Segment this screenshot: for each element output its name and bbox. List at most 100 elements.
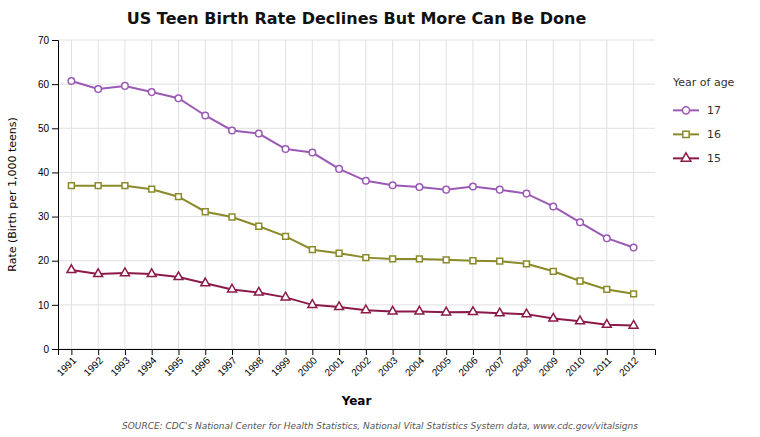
grid-line-x xyxy=(499,40,500,349)
y-axis: 010203040506070 xyxy=(38,35,59,355)
x-tick-mark xyxy=(232,349,233,355)
point xyxy=(67,265,76,273)
x-tick-label: 2004 xyxy=(403,354,427,378)
point xyxy=(229,214,235,220)
grid-line-y xyxy=(58,260,655,261)
x-tick-label: 2010 xyxy=(563,354,587,378)
point xyxy=(282,146,289,153)
y-tick-mark xyxy=(52,349,58,350)
point xyxy=(94,269,103,277)
x-tick-mark xyxy=(607,349,608,355)
point xyxy=(388,306,397,314)
grid-line-x xyxy=(258,40,259,349)
point xyxy=(176,194,182,200)
x-tick: 2012 xyxy=(617,349,641,378)
point xyxy=(201,278,210,286)
y-tick-label: 10 xyxy=(38,300,50,311)
grid-line-y xyxy=(58,216,655,217)
grid-line-y xyxy=(58,128,655,129)
point xyxy=(470,183,477,190)
plot: 1991199219931994199519961997199819992000… xyxy=(38,35,656,378)
point xyxy=(363,178,370,185)
x-tick: 2004 xyxy=(403,349,427,378)
grid-line-x xyxy=(71,40,72,349)
y-tick: 70 xyxy=(38,35,58,46)
x-tick: 2006 xyxy=(456,349,480,378)
y-tick: 60 xyxy=(38,79,58,90)
x-tick: 1994 xyxy=(135,349,159,378)
grid-line-x xyxy=(392,40,393,349)
x-tick-mark xyxy=(259,349,260,355)
y-tick-label: 30 xyxy=(38,211,50,222)
x-tick-label: 2001 xyxy=(322,354,346,378)
point xyxy=(174,272,183,280)
point xyxy=(95,86,102,93)
point xyxy=(469,307,478,315)
x-tick: 1991 xyxy=(55,349,79,378)
point xyxy=(361,305,370,313)
series-line xyxy=(71,81,633,247)
marks xyxy=(67,78,638,328)
y-tick-label: 50 xyxy=(38,123,50,134)
x-tick: 2007 xyxy=(483,349,507,378)
grid-line-y xyxy=(58,172,655,173)
x-tick: 2008 xyxy=(510,349,534,378)
x-tick: 1992 xyxy=(82,349,106,378)
x-tick: 2009 xyxy=(537,349,561,378)
y-axis-title: Rate (Birth per 1,000 teens) xyxy=(6,117,19,272)
legend-item: 17 xyxy=(673,104,721,117)
point xyxy=(630,244,637,251)
x-tick-mark xyxy=(71,349,72,355)
point xyxy=(497,258,503,264)
legend-label: 17 xyxy=(707,104,721,117)
x-tick-label: 1991 xyxy=(55,354,79,378)
point xyxy=(496,186,503,193)
grid-line-y xyxy=(58,304,655,305)
legend-swatch-marker xyxy=(683,131,689,137)
grid-line-x xyxy=(580,40,581,349)
x-axis: 1991199219931994199519961997199819992000… xyxy=(55,349,656,378)
point xyxy=(336,166,343,173)
y-tick-mark xyxy=(52,128,58,129)
x-tick-mark xyxy=(178,349,179,355)
point xyxy=(255,130,262,137)
grid-line-x xyxy=(232,40,233,349)
grid xyxy=(58,40,655,349)
point xyxy=(602,320,611,328)
x-tick: 1999 xyxy=(269,349,293,378)
y-tick-label: 60 xyxy=(38,79,50,90)
x-tick-mark xyxy=(473,349,474,355)
point xyxy=(443,186,450,193)
point xyxy=(604,286,610,292)
point xyxy=(523,190,530,197)
x-tick-label: 1994 xyxy=(135,354,159,378)
point xyxy=(228,284,237,292)
x-tick-label: 2005 xyxy=(430,354,454,378)
x-tick-mark xyxy=(553,349,554,355)
y-tick: 20 xyxy=(38,255,58,266)
x-tick-label: 1997 xyxy=(215,354,239,378)
point xyxy=(283,234,289,240)
x-tick-mark xyxy=(393,349,394,355)
point xyxy=(336,250,342,256)
x-tick-label: 2009 xyxy=(537,354,561,378)
grid-line-x xyxy=(151,40,152,349)
series-line xyxy=(71,186,633,294)
x-tick: 1997 xyxy=(215,349,239,378)
legend-item: 15 xyxy=(673,152,721,165)
legend-label: 16 xyxy=(707,128,721,141)
grid-line-x xyxy=(285,40,286,349)
point xyxy=(202,209,208,215)
y-tick: 50 xyxy=(38,123,58,134)
point xyxy=(631,291,637,297)
y-tick-mark xyxy=(52,40,58,41)
x-tick-label: 2002 xyxy=(349,354,373,378)
point xyxy=(309,247,315,253)
point xyxy=(202,112,209,119)
point xyxy=(495,308,504,316)
x-tick-mark xyxy=(312,349,313,355)
y-tick: 40 xyxy=(38,167,58,178)
x-tick: 2001 xyxy=(322,349,346,378)
y-tick-mark xyxy=(52,261,58,262)
x-tick-label: 2000 xyxy=(296,354,320,378)
